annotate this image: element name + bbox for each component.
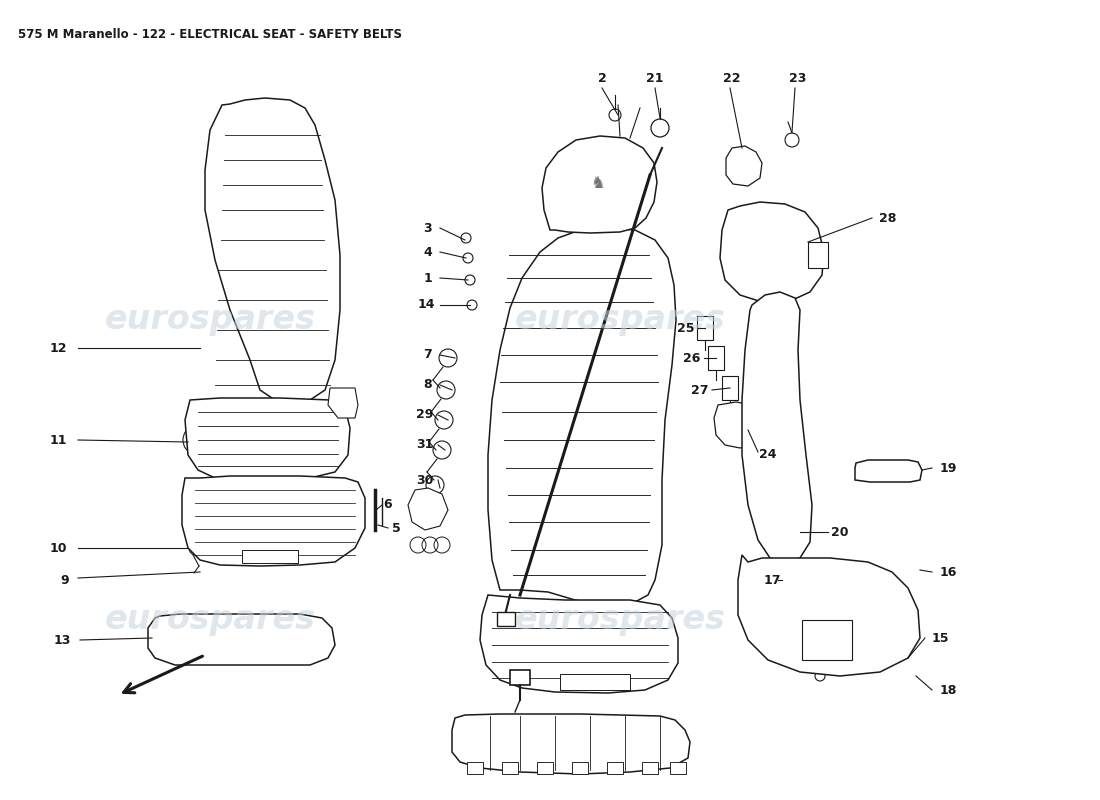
Text: 7: 7 <box>424 349 432 362</box>
Text: 24: 24 <box>759 449 777 462</box>
Polygon shape <box>738 555 920 676</box>
Text: 6: 6 <box>384 498 393 511</box>
Text: 20: 20 <box>832 526 849 538</box>
Polygon shape <box>328 388 358 418</box>
Circle shape <box>437 381 455 399</box>
Text: 13: 13 <box>53 634 70 646</box>
Text: 575 M Maranello - 122 - ELECTRICAL SEAT - SAFETY BELTS: 575 M Maranello - 122 - ELECTRICAL SEAT … <box>18 28 402 41</box>
Polygon shape <box>148 614 336 665</box>
Polygon shape <box>182 476 365 566</box>
Polygon shape <box>642 762 658 774</box>
Polygon shape <box>726 146 762 186</box>
Polygon shape <box>510 670 530 685</box>
Circle shape <box>815 671 825 681</box>
Text: 27: 27 <box>691 383 708 397</box>
Polygon shape <box>480 595 678 693</box>
Text: 8: 8 <box>424 378 432 391</box>
Circle shape <box>461 233 471 243</box>
Text: eurospares: eurospares <box>515 603 726 637</box>
Text: 26: 26 <box>683 351 701 365</box>
Polygon shape <box>802 620 852 660</box>
Text: 19: 19 <box>939 462 957 474</box>
Text: 5: 5 <box>392 522 400 534</box>
Polygon shape <box>205 98 340 400</box>
Circle shape <box>786 526 798 538</box>
Text: 14: 14 <box>417 298 434 311</box>
Text: 30: 30 <box>416 474 433 486</box>
Polygon shape <box>502 762 518 774</box>
Text: 11: 11 <box>50 434 67 446</box>
Text: eurospares: eurospares <box>104 303 316 337</box>
Polygon shape <box>408 488 448 530</box>
Circle shape <box>434 411 453 429</box>
Text: 1: 1 <box>424 271 432 285</box>
Polygon shape <box>808 242 828 268</box>
Text: 9: 9 <box>60 574 69 586</box>
Polygon shape <box>697 316 713 340</box>
Text: 15: 15 <box>932 631 948 645</box>
Circle shape <box>433 441 451 459</box>
Text: 31: 31 <box>416 438 433 451</box>
Text: 18: 18 <box>939 683 957 697</box>
Text: 22: 22 <box>724 71 740 85</box>
Circle shape <box>609 109 622 121</box>
Text: eurospares: eurospares <box>104 603 316 637</box>
Polygon shape <box>572 762 588 774</box>
Circle shape <box>468 300 477 310</box>
Text: 25: 25 <box>678 322 695 334</box>
Polygon shape <box>720 202 824 302</box>
Circle shape <box>777 575 786 585</box>
Polygon shape <box>452 714 690 774</box>
Circle shape <box>189 541 204 555</box>
Text: 10: 10 <box>50 542 67 554</box>
Circle shape <box>439 349 456 367</box>
Text: 17: 17 <box>763 574 781 586</box>
Polygon shape <box>607 762 623 774</box>
Text: 2: 2 <box>597 71 606 85</box>
Polygon shape <box>488 228 676 605</box>
Polygon shape <box>185 398 350 480</box>
Text: eurospares: eurospares <box>515 303 726 337</box>
Polygon shape <box>722 376 738 400</box>
Circle shape <box>465 275 475 285</box>
Text: 4: 4 <box>424 246 432 258</box>
Polygon shape <box>560 674 630 690</box>
Polygon shape <box>742 292 812 562</box>
Polygon shape <box>537 762 553 774</box>
Text: 28: 28 <box>879 211 896 225</box>
Polygon shape <box>714 402 764 448</box>
Text: 3: 3 <box>424 222 432 234</box>
Circle shape <box>785 133 799 147</box>
Polygon shape <box>855 460 922 482</box>
Polygon shape <box>468 762 483 774</box>
Circle shape <box>812 249 824 261</box>
Text: 16: 16 <box>939 566 957 578</box>
Text: 23: 23 <box>790 71 806 85</box>
Text: 29: 29 <box>416 409 433 422</box>
Text: 21: 21 <box>647 71 663 85</box>
Circle shape <box>426 476 444 494</box>
Text: 12: 12 <box>50 342 67 354</box>
Ellipse shape <box>183 428 201 452</box>
Polygon shape <box>670 762 686 774</box>
Polygon shape <box>708 346 724 370</box>
Text: ♞: ♞ <box>591 174 605 192</box>
Polygon shape <box>542 136 657 233</box>
Circle shape <box>463 253 473 263</box>
Polygon shape <box>497 612 515 626</box>
Polygon shape <box>242 550 298 563</box>
